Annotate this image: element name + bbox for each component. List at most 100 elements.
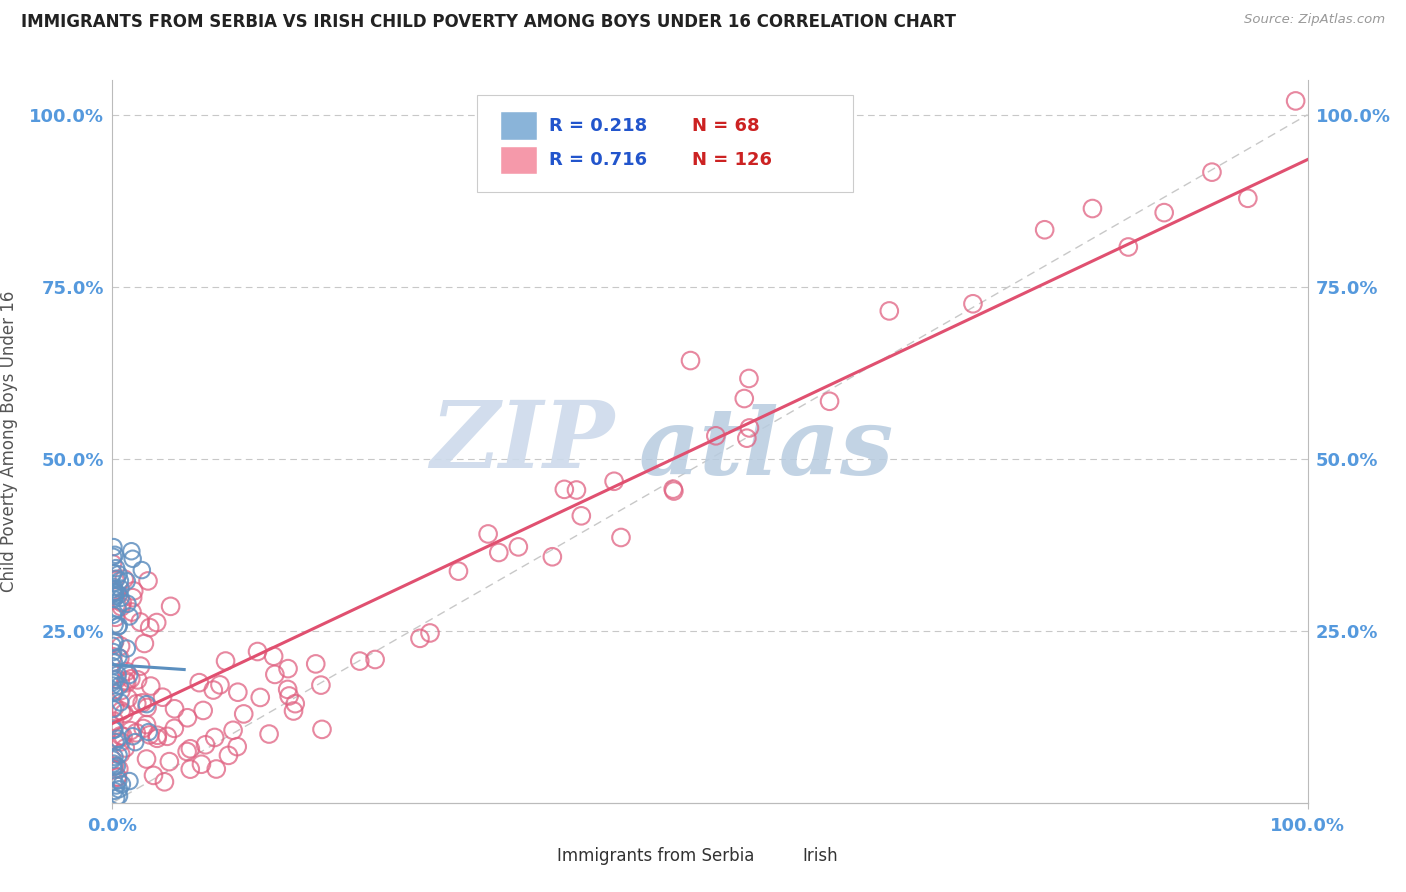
Point [108, 782, 131, 797]
Point [135, 697, 157, 711]
Point [1081, 202, 1104, 216]
Point [284, 697, 307, 711]
Point [103, 635, 125, 649]
Point [103, 580, 125, 594]
Point [107, 649, 129, 664]
Point [257, 727, 280, 741]
Point [115, 675, 138, 690]
Text: ZIP: ZIP [430, 397, 614, 486]
Point [101, 649, 124, 664]
Point [103, 582, 125, 597]
Point [364, 652, 387, 666]
Point [278, 689, 301, 703]
Point [101, 607, 124, 622]
Point [104, 673, 127, 687]
Point [110, 582, 132, 596]
Point [114, 741, 136, 756]
Point [110, 599, 132, 614]
Point [679, 353, 702, 368]
Point [104, 700, 127, 714]
Text: R = 0.218: R = 0.218 [548, 117, 647, 135]
Point [121, 551, 143, 566]
Point [101, 645, 124, 659]
Point [103, 723, 125, 737]
Point [110, 591, 132, 605]
Point [176, 745, 198, 759]
Point [263, 649, 285, 664]
Point [103, 763, 125, 777]
Point [553, 483, 575, 497]
Text: IMMIGRANTS FROM SERBIA VS IRISH CHILD POVERTY AMONG BOYS UNDER 16 CORRELATION CH: IMMIGRANTS FROM SERBIA VS IRISH CHILD PO… [21, 13, 956, 31]
Point [104, 585, 127, 599]
Point [179, 741, 201, 756]
Text: Source: ZipAtlas.com: Source: ZipAtlas.com [1244, 13, 1385, 27]
Point [105, 561, 128, 575]
Point [108, 651, 131, 665]
Point [120, 672, 142, 686]
Point [103, 656, 125, 670]
Text: Immigrants from Serbia: Immigrants from Serbia [557, 847, 755, 864]
Point [153, 774, 176, 789]
Point [735, 431, 758, 445]
Point [105, 791, 128, 805]
Point [226, 739, 249, 754]
FancyBboxPatch shape [477, 95, 853, 193]
Point [104, 617, 127, 632]
Point [1153, 205, 1175, 219]
Point [733, 392, 755, 406]
Point [277, 682, 299, 697]
Point [217, 748, 239, 763]
Point [107, 619, 129, 633]
Point [101, 679, 124, 693]
Point [738, 371, 761, 385]
Point [477, 527, 499, 541]
Point [110, 683, 132, 698]
FancyBboxPatch shape [501, 112, 537, 139]
Point [105, 770, 128, 784]
Point [146, 731, 169, 746]
Point [110, 747, 132, 761]
Point [263, 667, 285, 681]
Point [163, 702, 186, 716]
Point [103, 540, 125, 554]
Text: atlas: atlas [638, 404, 894, 494]
Point [131, 696, 153, 710]
Point [249, 690, 271, 705]
FancyBboxPatch shape [747, 843, 794, 868]
Point [1237, 191, 1260, 205]
Point [111, 596, 134, 610]
Point [738, 421, 761, 435]
Point [277, 662, 299, 676]
Point [157, 755, 180, 769]
Point [105, 771, 128, 785]
Text: Irish: Irish [801, 847, 838, 864]
Point [138, 728, 160, 742]
Point [101, 702, 124, 716]
Point [108, 679, 131, 693]
Point [193, 703, 215, 717]
Point [112, 729, 135, 743]
Point [349, 654, 371, 668]
Point [103, 686, 125, 700]
Point [104, 735, 127, 749]
Point [138, 621, 160, 635]
Point [103, 592, 125, 607]
Point [129, 659, 152, 673]
Point [152, 690, 174, 705]
Point [112, 572, 135, 586]
Point [121, 605, 143, 619]
Point [879, 304, 901, 318]
Point [104, 589, 127, 603]
Point [103, 784, 125, 798]
Point [117, 691, 139, 706]
Point [108, 619, 131, 633]
Point [283, 704, 305, 718]
Point [107, 588, 129, 602]
Point [1201, 165, 1223, 179]
Point [202, 683, 225, 698]
Point [818, 394, 841, 409]
Point [103, 635, 125, 649]
Point [110, 696, 132, 710]
Point [131, 563, 153, 577]
Point [120, 544, 142, 558]
